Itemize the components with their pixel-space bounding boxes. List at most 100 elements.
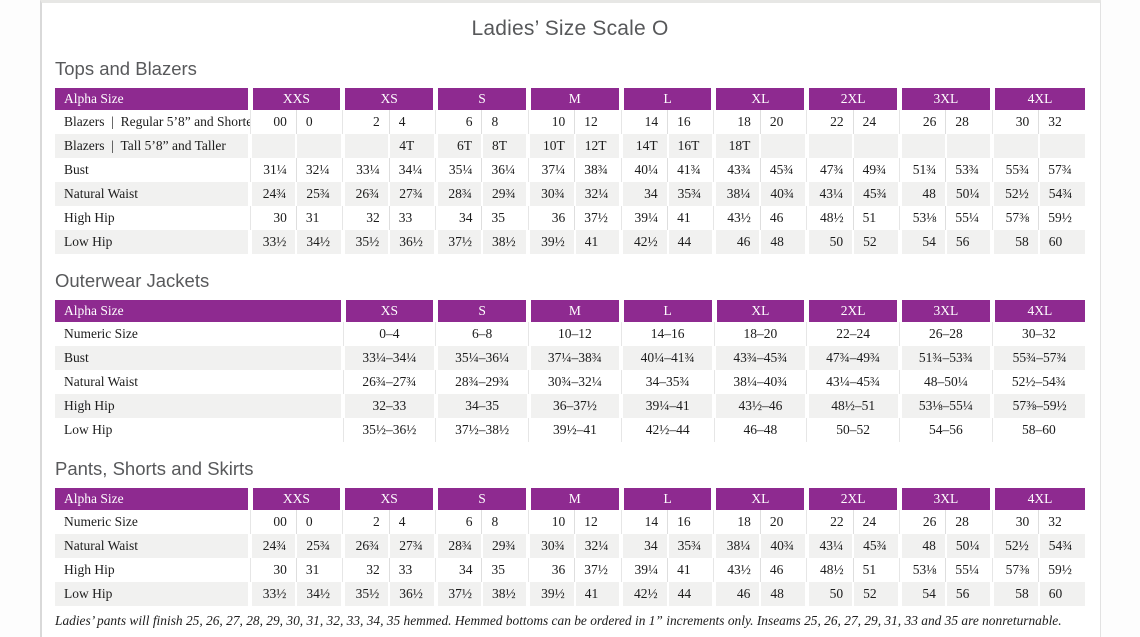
- size-cell: 22: [806, 510, 854, 534]
- size-cell: 37¼: [527, 158, 575, 182]
- size-cell: 34–35¾: [620, 370, 714, 394]
- size-group-header: XS: [340, 488, 436, 510]
- size-group-header: M: [525, 488, 622, 510]
- size-cell: 29¾: [480, 182, 529, 206]
- size-cell: 57¾: [1038, 158, 1086, 182]
- size-cell: 56: [944, 230, 993, 254]
- size-group-header: L: [618, 488, 714, 510]
- size-cell: 53⅛: [899, 206, 946, 230]
- size-cell: 00: [249, 510, 297, 534]
- size-cell: 27¾: [388, 534, 436, 558]
- size-cell: 25¾: [295, 534, 343, 558]
- size-cell: 55¾: [991, 158, 1039, 182]
- size-cell: 34½: [295, 230, 343, 254]
- size-group-header: 3XL: [897, 88, 993, 110]
- size-cell: 58: [990, 230, 1039, 254]
- size-cell: 48½: [806, 558, 854, 582]
- size-cell: 50: [804, 582, 854, 606]
- size-cell: 37¼–38¾: [526, 346, 622, 370]
- size-cell: 45¾: [852, 182, 900, 206]
- size-cell: 54¾: [1037, 182, 1086, 206]
- size-group-header: XL: [711, 300, 807, 322]
- size-cell: 55¼: [945, 558, 993, 582]
- size-section: Pants, Shorts and Skirts Alpha Size XXS XS S…: [55, 457, 1086, 606]
- size-cell: 31¼: [249, 158, 297, 182]
- row-label: High Hip: [55, 394, 343, 418]
- size-cell: 59½: [1038, 558, 1086, 582]
- size-cell: 38½: [480, 582, 529, 606]
- size-cell: 41¾: [667, 158, 714, 182]
- size-cell: 26: [899, 510, 946, 534]
- size-cell: [1037, 134, 1086, 158]
- size-cell: 60: [1037, 230, 1086, 254]
- table-row: Natural Waist 24¾ 25¾ 26¾ 27¾ 28¾ 29¾ 30¾ 32¼ 34 3…: [55, 534, 1086, 558]
- size-cell: 36¼: [481, 158, 529, 182]
- size-cell: 36½: [388, 230, 436, 254]
- size-cell: [759, 134, 807, 158]
- size-cell: 55¾–57¾: [990, 346, 1085, 370]
- row-label: Numeric Size: [64, 326, 138, 341]
- size-cell: 46: [711, 230, 761, 254]
- size-cell: 31: [295, 558, 343, 582]
- size-cell: 33¼: [342, 158, 390, 182]
- size-cell: 42½: [619, 582, 668, 606]
- size-cell: 35: [481, 558, 529, 582]
- size-cell: [247, 134, 297, 158]
- size-cell: 45¾: [852, 534, 900, 558]
- size-cell: 26–28: [899, 322, 993, 346]
- size-cell: 52: [852, 230, 900, 254]
- size-cell: 24: [852, 510, 900, 534]
- row-label: Low Hip: [64, 422, 113, 437]
- section-heading: Outerwear Jackets: [55, 270, 210, 291]
- size-group-header: 3XL: [897, 488, 993, 510]
- size-cell: 32¼: [295, 158, 343, 182]
- row-label: Blazers | Regular 5’8” and Shorter: [64, 114, 250, 129]
- size-cell: 54–56: [899, 418, 993, 442]
- size-cell: 48: [759, 230, 807, 254]
- size-cell: 35½–36½: [342, 418, 436, 442]
- size-cell: 32: [1038, 510, 1086, 534]
- size-cell: 47¾–49¾: [804, 346, 900, 370]
- size-cell: 30–32: [991, 322, 1085, 346]
- size-cell: 28: [945, 510, 993, 534]
- size-cell: 2: [342, 110, 390, 134]
- size-cell: 22–24: [806, 322, 900, 346]
- size-group-header: 3XL: [897, 300, 993, 322]
- size-cell: 50: [804, 230, 854, 254]
- size-cell: 52½: [990, 534, 1039, 558]
- size-cell: [897, 134, 946, 158]
- size-cell: 34: [619, 534, 668, 558]
- size-cell: 30: [249, 206, 297, 230]
- size-cell: 8: [481, 510, 529, 534]
- size-group-header: S: [433, 300, 529, 322]
- size-cell: 6: [435, 110, 482, 134]
- size-cell: 14: [620, 110, 668, 134]
- size-cell: 53¾: [945, 158, 993, 182]
- size-cell: [944, 134, 993, 158]
- size-cell: 51¾: [899, 158, 946, 182]
- size-cell: [340, 134, 390, 158]
- sections: Tops and Blazers Alpha Size XXS XS S M L XL 2XL 3…: [55, 57, 1086, 606]
- size-cell: 43¼: [804, 534, 854, 558]
- size-cell: 38¼: [711, 534, 761, 558]
- table-row: High Hip 32–33 34–35 36–37½ 39¼–41 43½–46 48½–…: [55, 394, 1085, 418]
- row-label: Natural Waist: [55, 534, 250, 558]
- size-cell: 0: [295, 110, 343, 134]
- size-cell: 46: [759, 206, 807, 230]
- size-cell: 43½: [713, 206, 761, 230]
- size-cell: 33: [388, 206, 436, 230]
- size-cell: 18T: [711, 134, 761, 158]
- size-cell: 26: [899, 110, 946, 134]
- size-cell: 45¾: [759, 158, 807, 182]
- size-cell: 28¾: [433, 182, 482, 206]
- size-cell: [852, 134, 900, 158]
- table-row: Blazers | Regular 5’8” and Shorter 00 0 2 4 6…: [55, 110, 1086, 134]
- row-label: Bust: [55, 346, 343, 370]
- row-label: Natural Waist: [55, 182, 250, 206]
- size-cell: 48–50¼: [899, 370, 993, 394]
- size-cell: 16: [667, 510, 714, 534]
- page-title: Ladies’ Size Scale O: [471, 17, 669, 40]
- size-cell: 52: [852, 582, 900, 606]
- size-cell: 35¾: [666, 534, 714, 558]
- size-cell: 43¾: [713, 158, 761, 182]
